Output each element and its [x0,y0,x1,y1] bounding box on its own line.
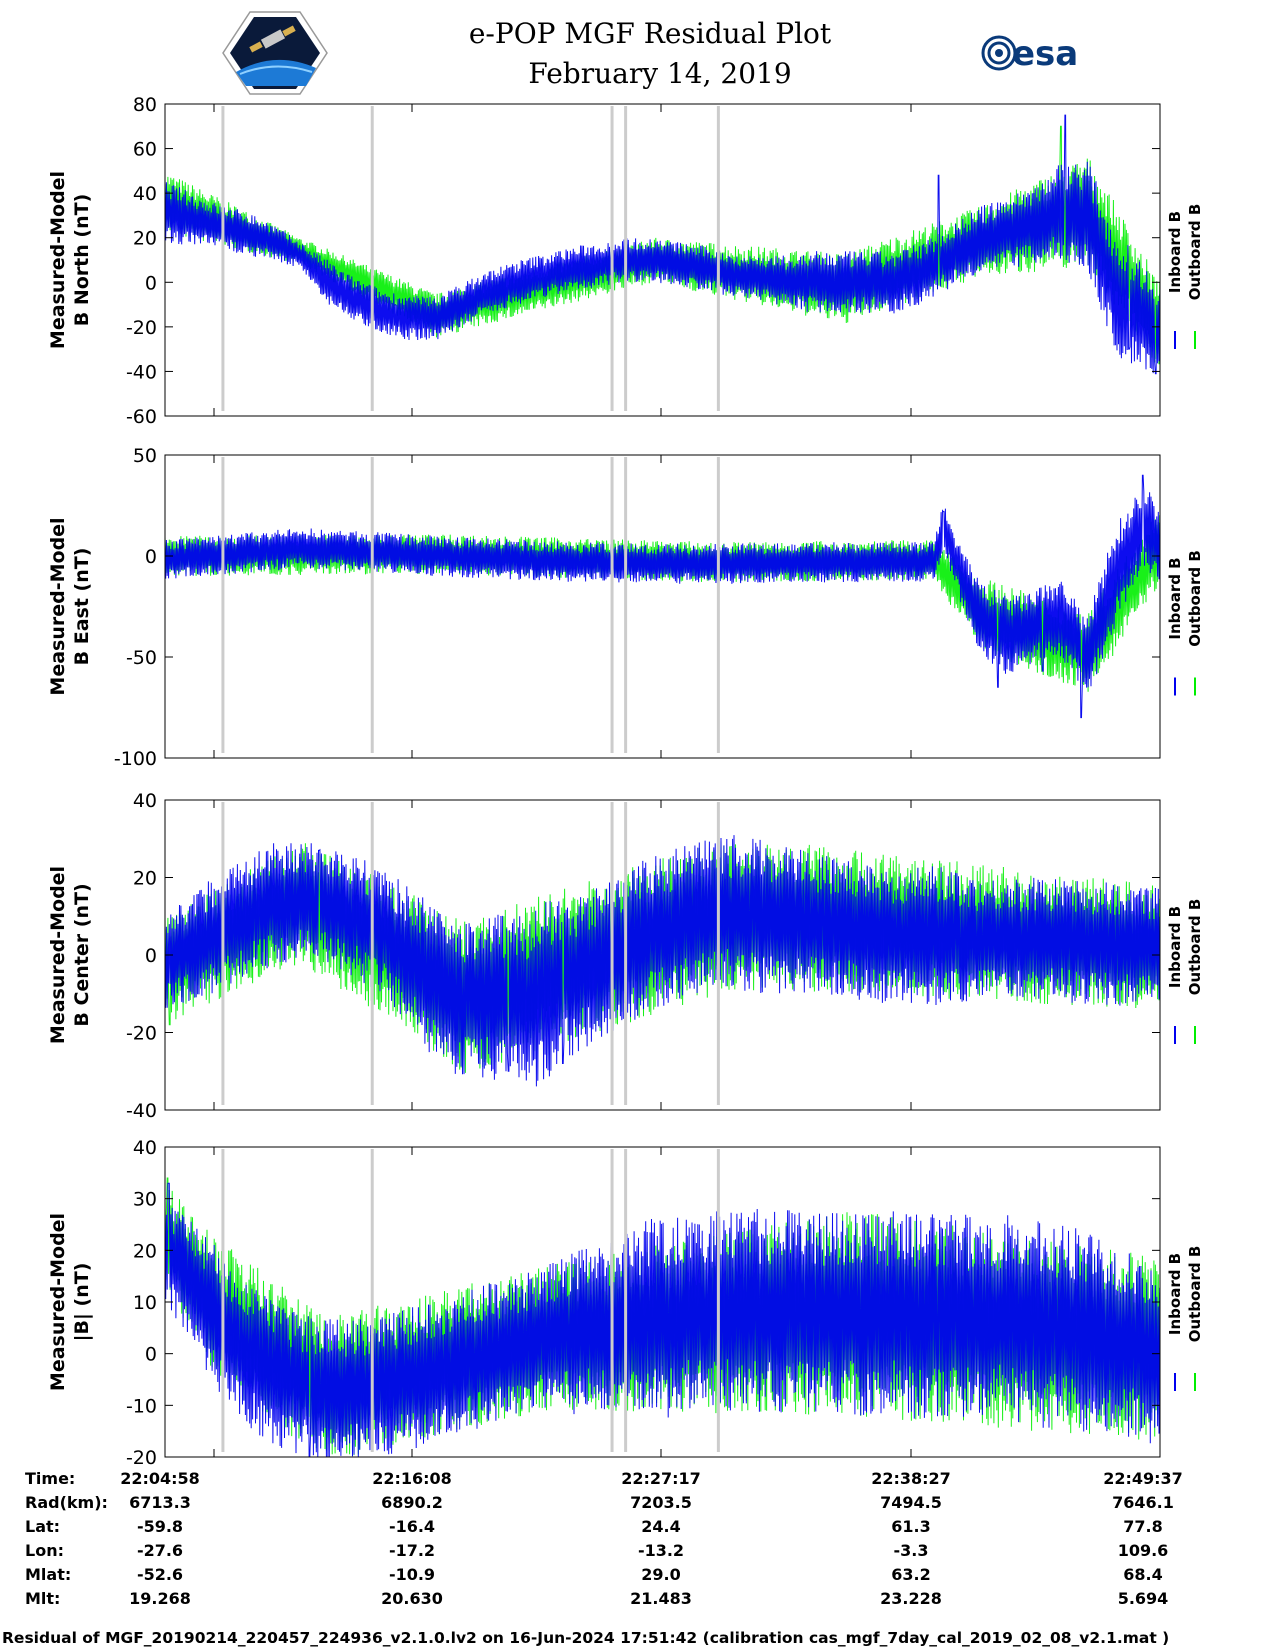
orbit-cell: 22:27:17 [621,1469,701,1488]
y-tick-label: -60 [126,406,157,428]
y-tick-label: 0 [145,945,157,967]
orbit-row-label: Lon: [25,1541,64,1560]
y-tick-label: -20 [126,1023,157,1045]
y-tick-label: 60 [133,139,157,161]
orbit-cell: 23.228 [880,1589,942,1608]
y-tick-label: 20 [133,228,157,250]
orbit-cell: -17.2 [389,1541,435,1560]
y-tick-label: 0 [145,1344,157,1366]
inboard-series-line [164,474,1161,719]
orbit-row-label: Rad(km): [25,1493,108,1512]
y-axis-label: Measured-Model B North (nT) [47,171,93,349]
orbit-cell: 7646.1 [1112,1493,1174,1512]
cassiope-logo [222,11,328,95]
orbit-cell: 7203.5 [630,1493,692,1512]
y-tick-label: 80 [133,94,157,116]
inboard-series-line [164,1182,1161,1458]
orbit-cell: 22:04:58 [120,1469,200,1488]
orbit-cell: 19.268 [129,1589,191,1608]
y-tick-label: -20 [126,1447,157,1469]
y-tick-label: 40 [133,1137,157,1159]
y-tick-label: -40 [126,361,157,383]
orbit-cell: -10.9 [389,1565,435,1584]
legend: Inboard B Outboard B [1166,899,1204,996]
y-tick-label: -20 [126,317,157,339]
esa-logo: esa [981,34,1078,74]
y-tick-label: 0 [145,272,157,294]
y-tick-label: 0 [145,546,157,568]
orbit-cell: 6890.2 [381,1493,443,1512]
y-tick-label: -100 [114,748,157,770]
y-axis-label: Measured-Model B East (nT) [47,517,93,695]
data-gap-markers [221,106,720,1452]
orbit-cell: 22:49:37 [1103,1469,1183,1488]
orbit-cell: 29.0 [641,1565,680,1584]
orbit-cell: 6713.3 [129,1493,191,1512]
inboard-series-line [164,114,1161,375]
panel-axes: 80 60 40 20 0 -20 -40 -60 Measured-Model B North … [47,94,1204,1469]
orbit-cell: 21.483 [630,1589,692,1608]
orbit-cell: 63.2 [891,1565,930,1584]
y-tick-label: -40 [126,1100,157,1122]
orbit-cell: -59.8 [137,1517,183,1536]
orbit-row-label: Mlat: [25,1565,71,1584]
y-tick-label: -50 [126,647,157,669]
y-tick-label: 20 [133,868,157,890]
legend: Inboard B Outboard B [1166,550,1204,647]
orbit-cell: -3.3 [894,1541,929,1560]
y-tick-label: -10 [126,1395,157,1417]
outboard-series-line [164,125,1161,365]
orbit-cell: 109.6 [1118,1541,1169,1560]
residual-panel [164,474,1161,719]
orbit-cell: 22:38:27 [871,1469,951,1488]
y-tick-label: 40 [133,183,157,205]
orbit-cell: 22:16:08 [372,1469,452,1488]
residual-panel [164,835,1161,1087]
y-axis-label: Measured-Model |B| (nT) [47,1213,93,1391]
residual-panel [164,1177,1161,1458]
esa-wordmark: esa [1012,34,1078,74]
orbit-cell: 61.3 [891,1517,930,1536]
residual-panel [164,114,1161,375]
y-axis-label: Measured-Model B Center (nT) [47,866,93,1044]
orbit-cell: -13.2 [638,1541,684,1560]
y-tick-label: 50 [133,445,157,467]
panel-frame [164,454,1161,759]
orbit-cell: 24.4 [641,1517,680,1536]
orbit-row-label: Mlt: [25,1589,60,1608]
orbit-row-label: Lat: [25,1517,60,1536]
legend: Inboard B Outboard B [1166,1246,1204,1343]
orbit-cell: -27.6 [137,1541,183,1560]
orbit-row-label: Time: [25,1469,75,1488]
orbit-cell: -52.6 [137,1565,183,1584]
inboard-series-line [164,835,1161,1087]
y-tick-label: 20 [133,1240,157,1262]
residual-panels [164,114,1161,1458]
plot-date: February 14, 2019 [528,57,791,90]
orbit-cell: 68.4 [1123,1565,1162,1584]
orbit-cell: 20.630 [381,1589,443,1608]
y-tick-label: 40 [133,790,157,812]
orbit-cell: 7494.5 [880,1493,942,1512]
orbit-info-table: Time: Rad(km): Lat: Lon: Mlat: Mlt: 22:04:58 67… [25,1469,1183,1608]
panel-frame [164,103,1161,417]
orbit-cell: 77.8 [1123,1517,1162,1536]
y-tick-label: 10 [133,1292,157,1314]
orbit-cell: -16.4 [389,1517,435,1536]
legend: Inboard B Outboard B [1166,204,1204,301]
y-tick-label: 30 [133,1189,157,1211]
orbit-cell: 5.694 [1118,1589,1169,1608]
plot-title: e-POP MGF Residual Plot [469,17,832,50]
footer-caption: Residual of MGF_20190214_220457_224936_v… [2,1629,1169,1647]
